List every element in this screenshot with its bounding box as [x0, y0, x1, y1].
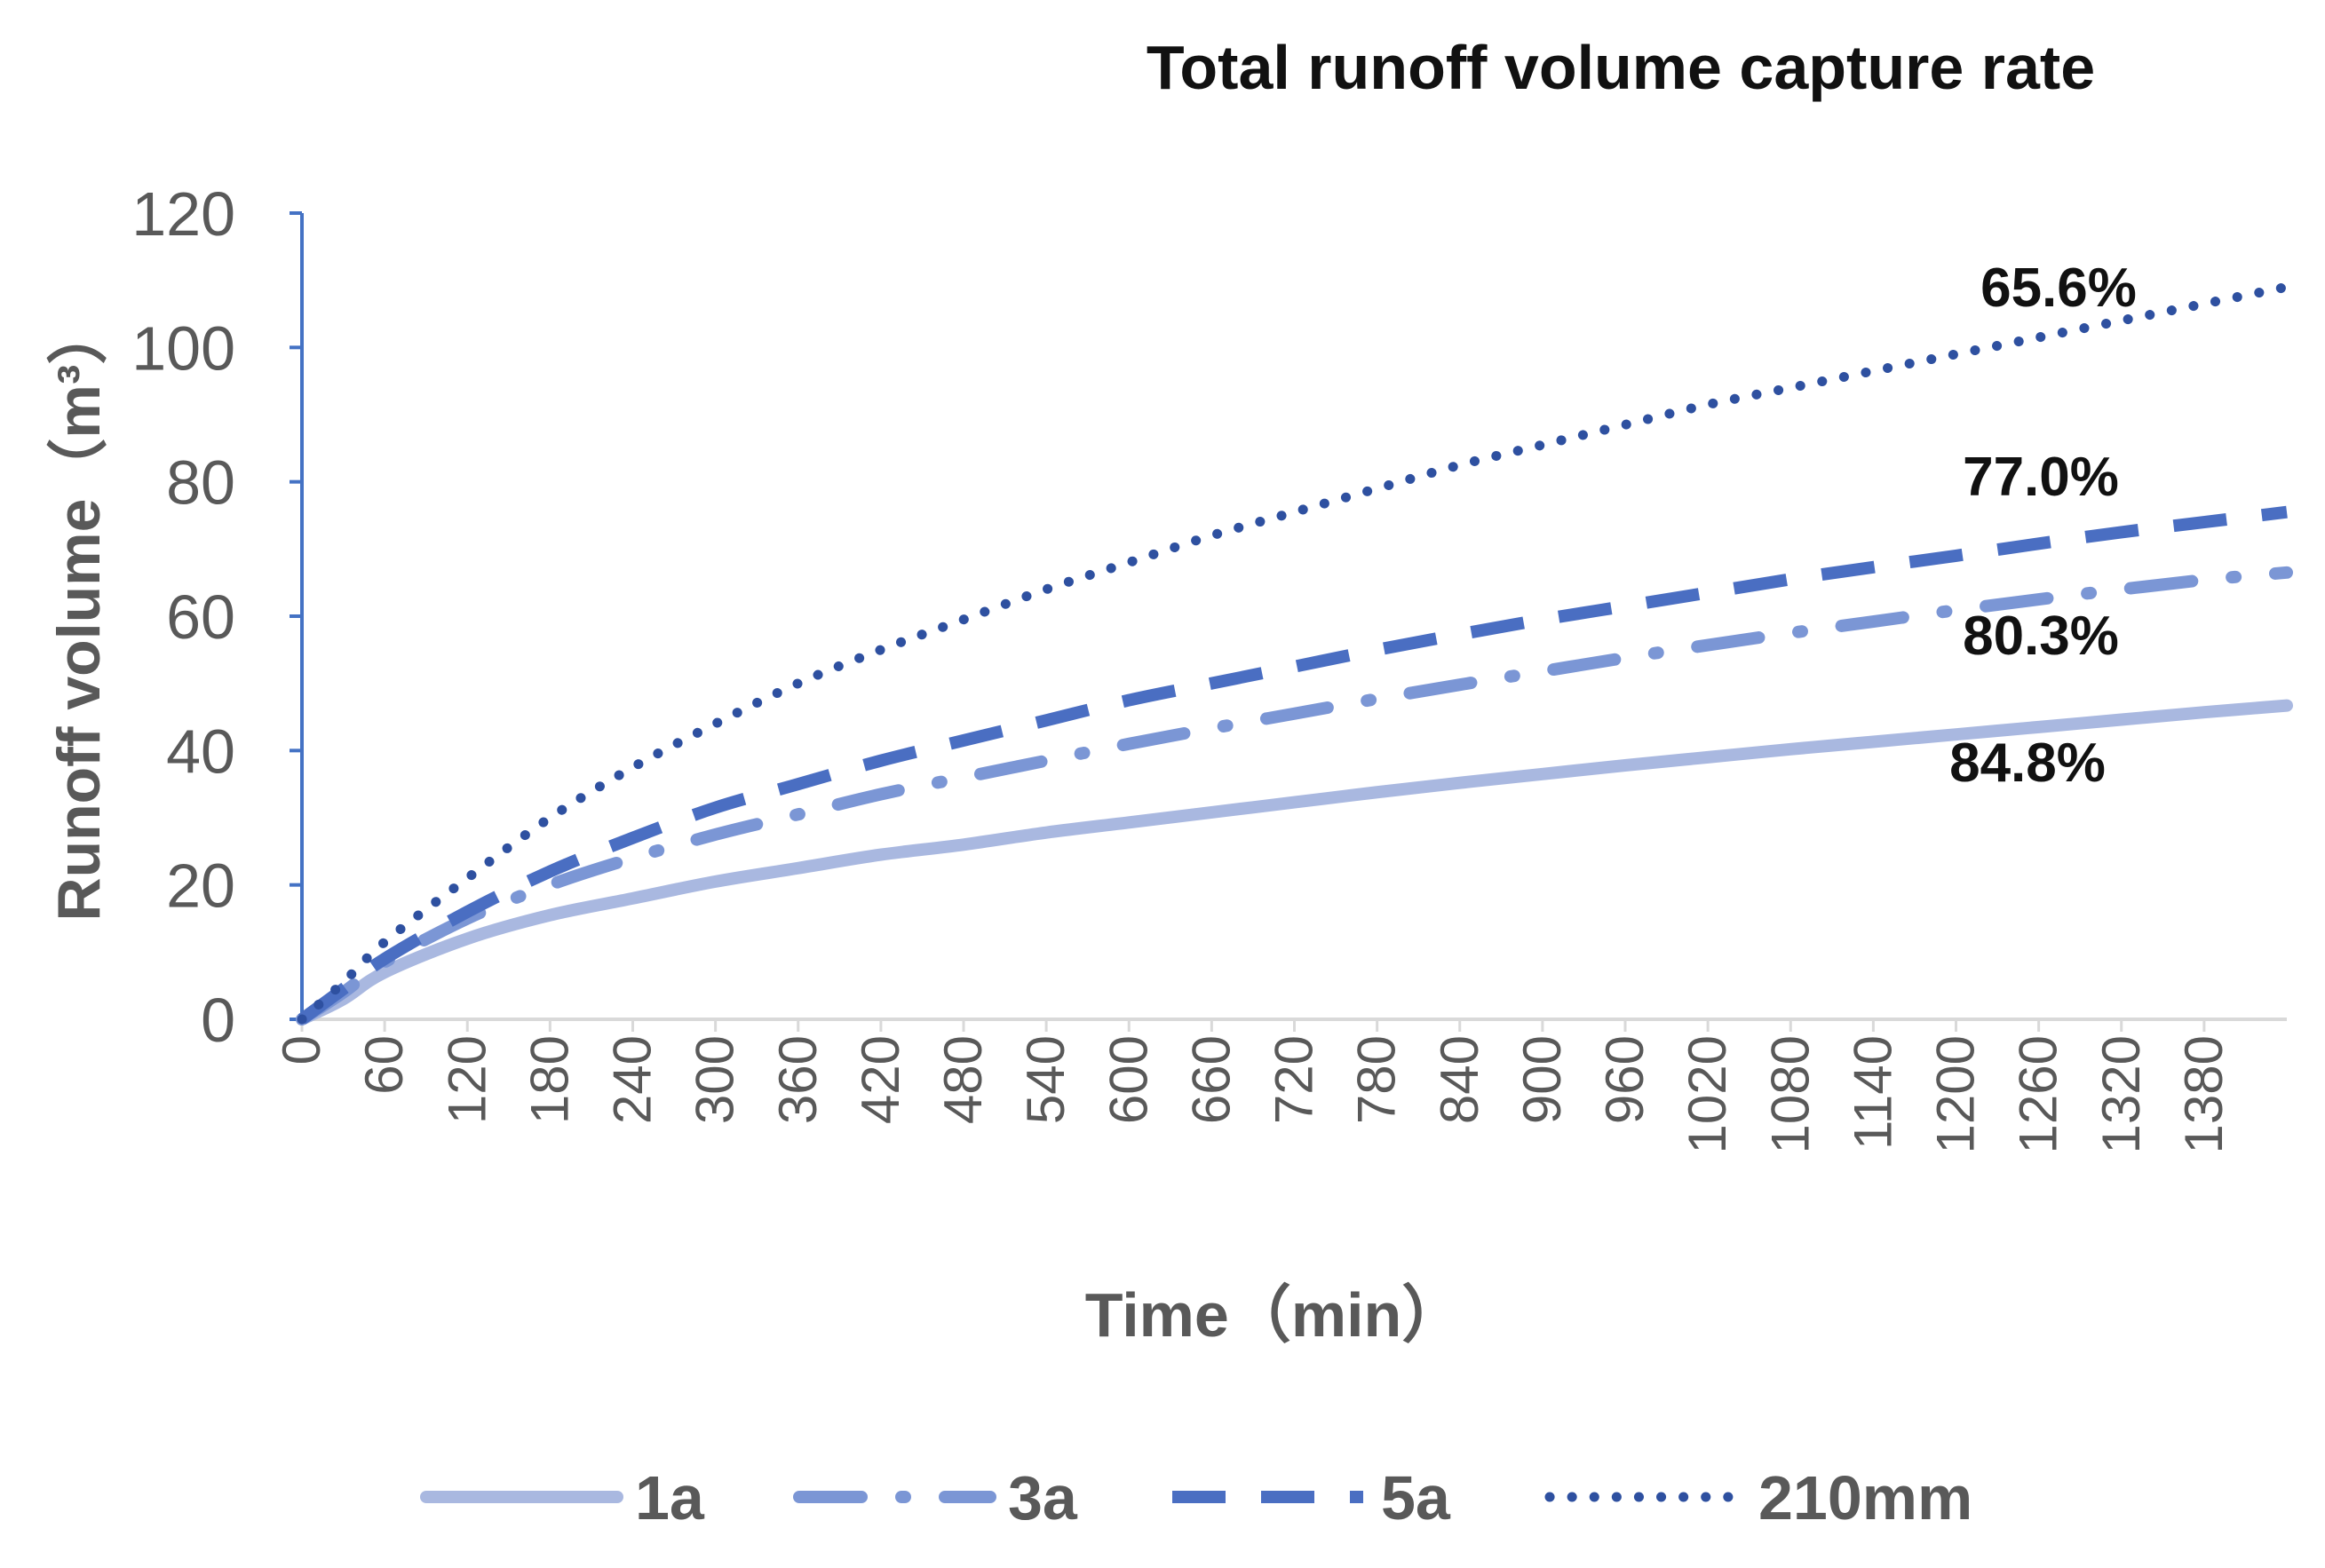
x-tick-label: 360	[768, 1035, 828, 1124]
x-tick-label: 1020	[1678, 1035, 1737, 1153]
x-tick-label: 120	[437, 1035, 496, 1124]
x-tick-label: 540	[1016, 1035, 1075, 1124]
series-line-1a	[296, 699, 2293, 1026]
x-tick-label: 1260	[2009, 1035, 2068, 1153]
x-tick-label: 840	[1430, 1035, 1489, 1124]
x-tick-label: 1320	[2091, 1035, 2151, 1153]
y-axis-title: Runoff volume（m³）	[45, 304, 113, 921]
legend-label-3a: 3a	[1008, 1463, 1078, 1532]
annotation-layer: 65.6% 77.0% 80.3% 84.8%	[1949, 257, 2137, 794]
y-tick-label: 120	[131, 179, 235, 249]
x-tick-label: 720	[1265, 1035, 1324, 1124]
x-tick-label: 960	[1595, 1035, 1654, 1124]
series-line-5a	[298, 505, 2288, 1025]
y-tick-label: 0	[201, 986, 235, 1055]
y-tick-label: 40	[166, 717, 235, 786]
x-axis-title: Time（min）	[1085, 1280, 1464, 1350]
x-tick-label: 1200	[1926, 1035, 1986, 1153]
x-tick-label: 600	[1099, 1035, 1158, 1124]
y-tick-label: 80	[166, 448, 235, 518]
x-tick-label: 660	[1181, 1035, 1241, 1124]
legend: 1a 3a 5a 210mm	[420, 1463, 1972, 1532]
x-tick-label: 420	[851, 1035, 910, 1124]
x-tick-label: 60	[354, 1035, 414, 1095]
legend-label-210mm: 210mm	[1758, 1463, 1972, 1532]
annotation-label-210mm: 65.6%	[1980, 257, 2137, 319]
x-tick-label: 1140	[1843, 1035, 1902, 1150]
legend-label-5a: 5a	[1381, 1463, 1451, 1532]
chart-title: Total runoff volume capture rate	[1147, 33, 2095, 102]
x-tick-label: 780	[1347, 1035, 1407, 1124]
series-line-210mm	[297, 281, 2292, 1025]
annotation-label-1a: 84.8%	[1949, 733, 2106, 794]
legend-label-1a: 1a	[635, 1463, 705, 1532]
x-tick-label: 300	[686, 1035, 745, 1124]
series-layer	[296, 281, 2293, 1026]
x-tick-label: 1380	[2174, 1035, 2234, 1153]
x-tick-label: 240	[603, 1035, 663, 1124]
y-tick-label: 20	[166, 851, 235, 921]
x-tick-label: 180	[520, 1035, 579, 1124]
x-tick-label: 0	[272, 1035, 331, 1065]
annotation-label-5a: 77.0%	[1963, 447, 2119, 508]
x-tick-label: 1080	[1760, 1035, 1820, 1153]
y-tick-label: 100	[131, 313, 235, 383]
y-tick-label: 60	[166, 582, 235, 652]
x-tick-label: 480	[933, 1035, 993, 1124]
series-line-3a	[296, 566, 2293, 1026]
annotation-label-3a: 80.3%	[1963, 606, 2119, 667]
x-tick-label: 900	[1512, 1035, 1572, 1124]
